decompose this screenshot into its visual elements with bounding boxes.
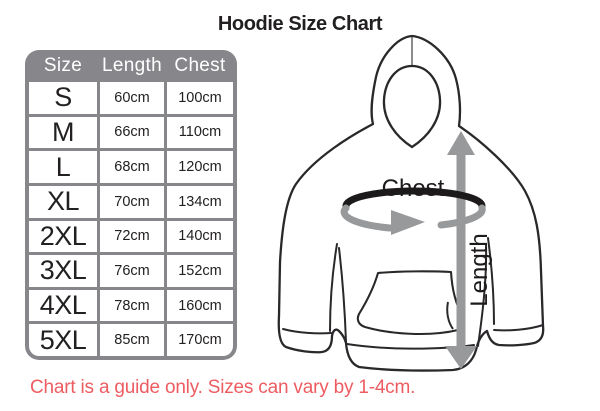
length-cell: 60cm — [100, 82, 164, 114]
size-cell: 4XL — [29, 289, 97, 322]
chest-label: Chest — [382, 175, 445, 202]
disclaimer-note: Chart is a guide only. Sizes can vary by… — [30, 377, 416, 398]
pocket-notch — [446, 301, 454, 330]
hoodie-illustration: Chest Length — [277, 34, 545, 372]
size-table: Size Length Chest S 60cm 100cm M 66cm 11… — [25, 50, 237, 360]
length-cell: 72cm — [100, 220, 164, 253]
size-cell: 3XL — [29, 255, 97, 287]
column-header-size: Size — [43, 55, 83, 76]
chest-cell: 152cm — [167, 255, 233, 287]
size-cell: XL — [29, 185, 97, 218]
hood-opening — [382, 64, 442, 149]
chest-cell: 120cm — [167, 151, 233, 183]
length-cell: 66cm — [100, 116, 164, 149]
size-table-body: S 60cm 100cm M 66cm 110cm L 68cm 120cm X… — [29, 82, 233, 356]
length-arrow — [445, 131, 477, 369]
page-title: Hoodie Size Chart — [217, 13, 383, 35]
chest-arrow — [340, 187, 486, 235]
chest-cell: 110cm — [167, 116, 233, 149]
chest-cell: 140cm — [167, 220, 233, 253]
chest-cell: 134cm — [167, 185, 233, 218]
column-header-chest: Chest — [174, 55, 226, 76]
seam-lines — [282, 237, 544, 350]
length-cell: 70cm — [100, 185, 164, 218]
length-label: Length — [466, 233, 493, 306]
length-cell: 68cm — [100, 151, 164, 183]
column-header-length: Length — [102, 55, 162, 76]
length-cell: 76cm — [100, 255, 164, 287]
size-cell: 5XL — [29, 324, 97, 356]
chest-cell: 100cm — [167, 82, 233, 114]
hoodie-outline — [277, 34, 545, 372]
chest-cell: 170cm — [167, 324, 233, 356]
length-cell: 85cm — [100, 324, 164, 356]
size-cell: M — [29, 116, 97, 149]
size-table-header-row: Size Length Chest — [29, 50, 233, 82]
chest-cell: 160cm — [167, 289, 233, 322]
size-cell: 2XL — [29, 220, 97, 253]
length-cell: 78cm — [100, 289, 164, 322]
size-cell: S — [29, 82, 97, 114]
size-cell: L — [29, 151, 97, 183]
